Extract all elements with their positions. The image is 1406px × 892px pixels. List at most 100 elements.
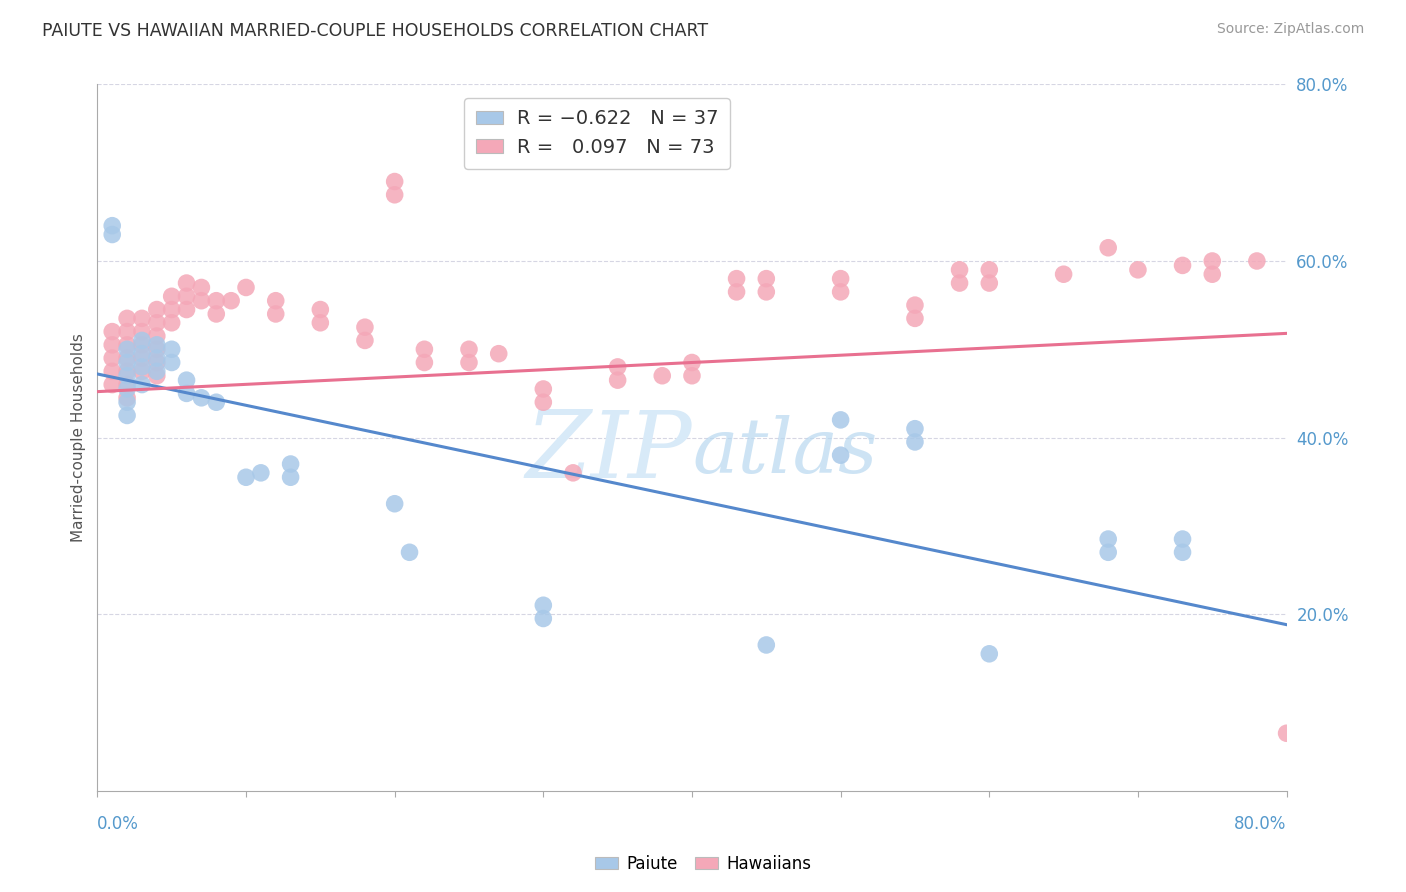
Point (235, 280, 257, 294)
Y-axis label: Married-couple Households: Married-couple Households (72, 333, 86, 542)
Point (131, 364, 153, 378)
Point (146, 368, 169, 383)
Point (176, 302, 198, 317)
Point (264, 293, 287, 308)
Point (101, 377, 124, 392)
Point (1201, 267, 1223, 281)
Point (101, 351, 124, 365)
Point (115, 338, 138, 352)
Point (309, 316, 332, 330)
Point (160, 355, 183, 369)
Point (384, 175, 406, 189)
Point (131, 346, 153, 360)
Point (146, 364, 169, 378)
Point (606, 373, 628, 387)
Point (101, 338, 124, 352)
Point (115, 311, 138, 326)
Point (651, 368, 673, 383)
Point (176, 289, 198, 303)
Point (830, 285, 852, 299)
Point (681, 355, 703, 369)
Point (205, 293, 228, 308)
Point (115, 325, 138, 339)
Point (1126, 262, 1149, 277)
Point (725, 271, 748, 285)
Point (830, 271, 852, 285)
Point (219, 293, 242, 308)
Point (131, 311, 153, 326)
Point (190, 280, 212, 294)
Point (904, 298, 927, 312)
Point (413, 343, 436, 357)
Point (101, 325, 124, 339)
Text: ZIP: ZIP (526, 407, 692, 497)
Point (101, 219, 124, 233)
Point (101, 364, 124, 378)
Point (948, 262, 970, 277)
Point (354, 334, 377, 348)
Point (146, 355, 169, 369)
Point (1246, 254, 1268, 268)
Point (413, 355, 436, 369)
Point (531, 599, 554, 613)
Point (755, 638, 778, 652)
Point (384, 497, 406, 511)
Point (115, 364, 138, 378)
Text: 80.0%: 80.0% (1234, 815, 1286, 833)
Point (1097, 545, 1119, 559)
Point (458, 343, 481, 357)
Point (904, 422, 927, 436)
Point (115, 377, 138, 392)
Point (755, 271, 778, 285)
Point (115, 395, 138, 409)
Point (531, 611, 554, 625)
Text: PAIUTE VS HAWAIIAN MARRIED-COUPLE HOUSEHOLDS CORRELATION CHART: PAIUTE VS HAWAIIAN MARRIED-COUPLE HOUSEH… (42, 22, 709, 40)
Point (1171, 532, 1194, 546)
Point (1201, 254, 1223, 268)
Point (131, 377, 153, 392)
Point (562, 466, 585, 480)
Point (1171, 259, 1194, 273)
Point (131, 334, 153, 348)
Point (205, 307, 228, 321)
Point (235, 470, 257, 484)
Point (1171, 545, 1194, 559)
Point (146, 343, 169, 357)
Point (309, 302, 332, 317)
Point (176, 276, 198, 290)
Point (830, 448, 852, 462)
Point (176, 373, 198, 387)
Point (531, 382, 554, 396)
Point (115, 355, 138, 369)
Point (115, 343, 138, 357)
Point (280, 457, 302, 471)
Point (606, 359, 628, 374)
Point (146, 351, 169, 365)
Text: atlas: atlas (692, 415, 877, 489)
Point (948, 276, 970, 290)
Point (280, 470, 302, 484)
Point (979, 647, 1001, 661)
Point (160, 343, 183, 357)
Point (160, 316, 183, 330)
Point (1275, 726, 1298, 740)
Point (384, 187, 406, 202)
Point (146, 302, 169, 317)
Point (176, 386, 198, 401)
Point (979, 262, 1001, 277)
Legend: Paiute, Hawaiians: Paiute, Hawaiians (588, 848, 818, 880)
Text: 0.0%: 0.0% (97, 815, 139, 833)
Point (755, 285, 778, 299)
Point (115, 382, 138, 396)
Point (190, 293, 212, 308)
Point (146, 338, 169, 352)
Point (205, 395, 228, 409)
Point (264, 307, 287, 321)
Point (131, 325, 153, 339)
Point (979, 276, 1001, 290)
Point (131, 338, 153, 352)
Point (160, 302, 183, 317)
Point (1097, 532, 1119, 546)
Point (1052, 267, 1074, 281)
Point (160, 289, 183, 303)
